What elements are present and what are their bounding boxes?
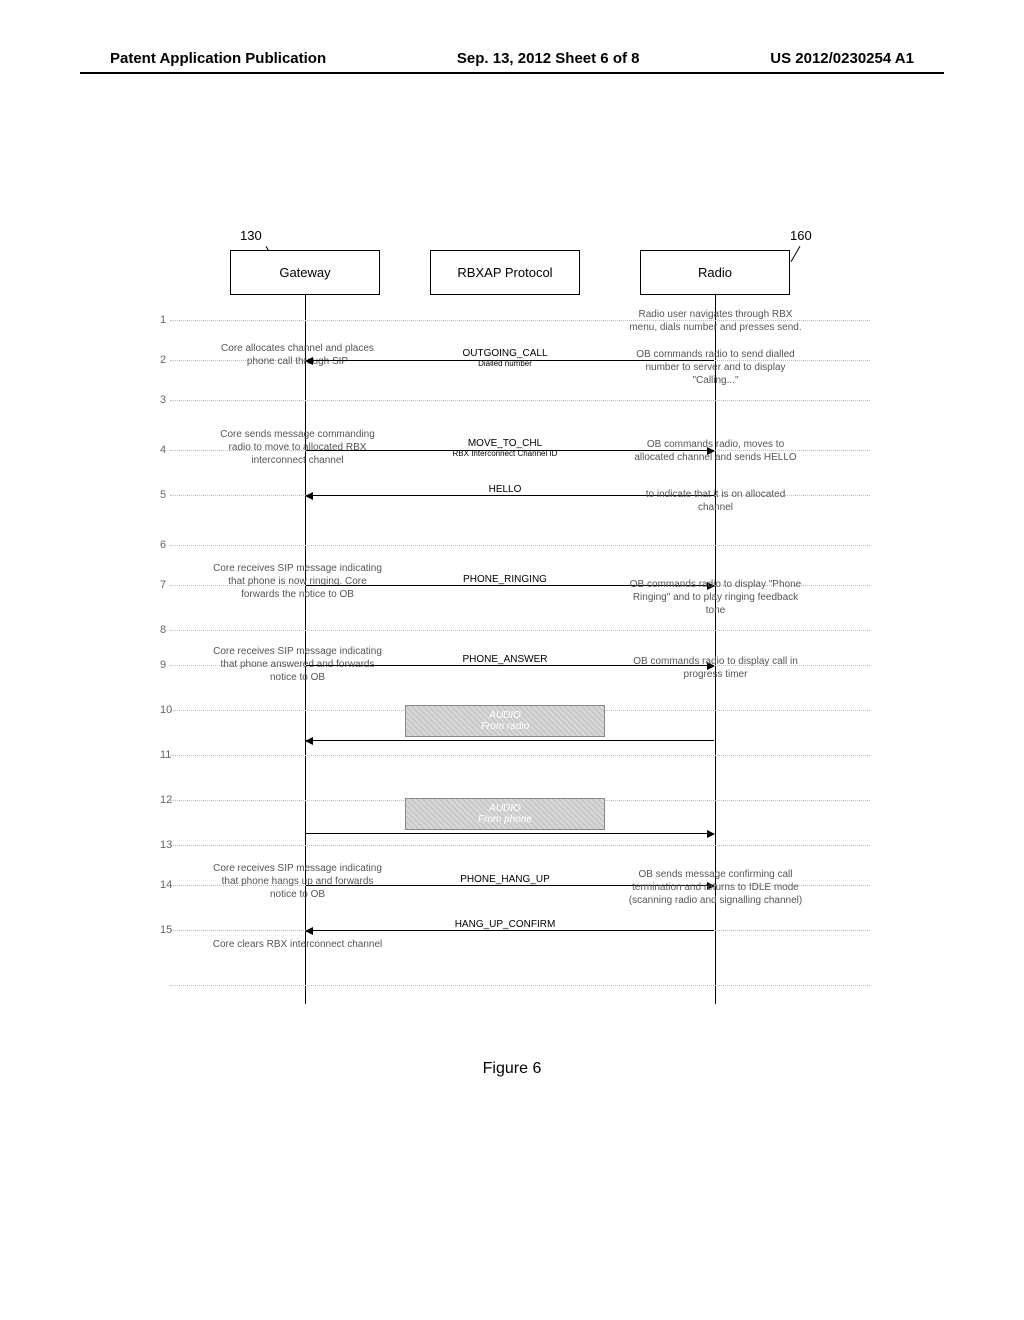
guide-6 <box>170 545 870 546</box>
arrow-r12 <box>306 833 714 834</box>
audio-r12-line1: AUDIO <box>489 803 521 814</box>
msg-r2-label: OUTGOING_CALL <box>462 348 547 359</box>
msg-r4-label: MOVE_TO_CHL <box>468 438 542 449</box>
lifeline-header-protocol: RBXAP Protocol <box>430 250 580 295</box>
guide-3 <box>170 400 870 401</box>
row-num-3: 3 <box>160 394 166 406</box>
msg-r4-sub: RBX Interconnect Channel ID <box>430 449 580 458</box>
lifeline-header-radio: Radio <box>640 250 790 295</box>
msg-r4: MOVE_TO_CHL RBX Interconnect Channel ID <box>430 438 580 458</box>
audio-r10-line1: AUDIO <box>489 710 521 721</box>
row-num-11: 11 <box>160 749 171 761</box>
header-left: Patent Application Publication <box>110 50 326 67</box>
guide-13 <box>170 845 870 846</box>
ref-label-130: 130 <box>240 228 262 243</box>
desc-r4-right: OB commands radio, moves to allocated ch… <box>628 438 803 464</box>
guide-end <box>170 985 870 986</box>
msg-r14: PHONE_HANG_UP <box>430 874 580 885</box>
arrow-r10 <box>306 740 714 741</box>
ref-label-160: 160 <box>790 228 812 243</box>
lifeline-header-gateway: Gateway <box>230 250 380 295</box>
row-num-13: 13 <box>160 839 172 851</box>
page-header: Patent Application Publication Sep. 13, … <box>0 50 1024 67</box>
desc-r15-left: Core clears RBX interconnect channel <box>210 938 385 951</box>
desc-r7-right: OB commands radio to display "Phone Ring… <box>628 578 803 617</box>
msg-r5: HELLO <box>430 484 580 495</box>
figure-caption: Figure 6 <box>0 1060 1024 1078</box>
desc-r14-right: OB sends message confirming call termina… <box>628 868 803 907</box>
audio-from-phone: AUDIO From phone <box>405 798 605 830</box>
row-num-2: 2 <box>160 354 166 366</box>
msg-r15: HANG_UP_CONFIRM <box>430 919 580 930</box>
row-num-15: 15 <box>160 924 172 936</box>
desc-r7-left: Core receives SIP message indicating tha… <box>210 562 385 601</box>
desc-r9-right: OB commands radio to display call in pro… <box>628 655 803 681</box>
desc-r2-right: OB commands radio to send dialled number… <box>628 348 803 387</box>
sequence-diagram: 130 160 Gateway RBXAP Protocol Radio 1 R… <box>170 250 870 1030</box>
msg-r7: PHONE_RINGING <box>430 574 580 585</box>
desc-r14-left: Core receives SIP message indicating tha… <box>210 862 385 901</box>
msg-r2: OUTGOING_CALL Dialled number <box>430 348 580 368</box>
msg-r2-sub: Dialled number <box>430 359 580 368</box>
msg-r9: PHONE_ANSWER <box>430 654 580 665</box>
row-num-4: 4 <box>160 444 166 456</box>
header-rule <box>80 72 944 74</box>
row-num-14: 14 <box>160 879 172 891</box>
header-right: US 2012/0230254 A1 <box>770 50 914 67</box>
row-num-7: 7 <box>160 579 166 591</box>
desc-r1-right: Radio user navigates through RBX menu, d… <box>628 308 803 334</box>
desc-r2-left: Core allocates channel and places phone … <box>210 342 385 368</box>
row-num-1: 1 <box>160 314 166 326</box>
audio-from-radio: AUDIO From radio <box>405 705 605 737</box>
audio-r12-line2: From phone <box>478 814 532 825</box>
arrow-r15 <box>306 930 714 931</box>
guide-11 <box>170 755 870 756</box>
row-num-6: 6 <box>160 539 166 551</box>
row-num-12: 12 <box>160 794 172 806</box>
desc-r4-left: Core sends message commanding radio to m… <box>210 428 385 467</box>
desc-r5-right: to indicate that it is on allocated chan… <box>628 488 803 514</box>
row-num-5: 5 <box>160 489 166 501</box>
ref-line-160 <box>791 246 801 262</box>
guide-8 <box>170 630 870 631</box>
audio-r10-line2: From radio <box>481 721 529 732</box>
row-num-10: 10 <box>160 704 172 716</box>
row-num-8: 8 <box>160 624 166 636</box>
header-center: Sep. 13, 2012 Sheet 6 of 8 <box>457 50 640 67</box>
row-num-9: 9 <box>160 659 166 671</box>
